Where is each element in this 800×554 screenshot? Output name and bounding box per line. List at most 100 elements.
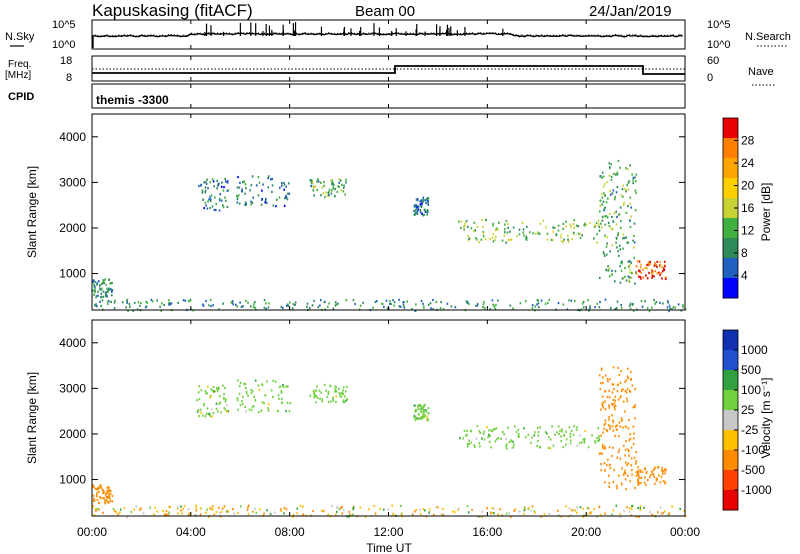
echo-cell <box>285 385 287 388</box>
echo-cell <box>655 477 658 480</box>
echo-cell <box>661 511 663 514</box>
echo-cell <box>618 474 620 477</box>
echo-cell <box>606 236 608 239</box>
echo-cell <box>289 301 291 304</box>
echo-cell <box>235 303 237 306</box>
echo-cell <box>421 407 424 410</box>
echo-cell <box>458 507 460 510</box>
echo-cell <box>422 196 425 199</box>
echo-cell <box>442 507 444 511</box>
echo-cell <box>236 195 239 198</box>
colorbar-swatch <box>723 178 738 199</box>
echo-cell <box>94 508 97 511</box>
echo-cell <box>100 295 103 298</box>
echo-cell <box>625 211 628 214</box>
freq-right-tick-bottom: 0 <box>707 72 713 84</box>
echo-cell <box>491 236 494 239</box>
echo-cell <box>630 215 632 218</box>
echo-cell <box>283 183 286 186</box>
echo-cell <box>495 438 498 441</box>
echo-cell <box>207 200 209 203</box>
colorbar-swatch <box>723 218 738 239</box>
freq-left-label-1: Freq. <box>8 59 31 70</box>
echo-cell <box>494 238 496 241</box>
echo-cell <box>619 226 622 229</box>
echo-cell <box>188 508 190 511</box>
echo-cell <box>491 299 494 302</box>
echo-cell <box>629 268 631 271</box>
echo-cell <box>626 400 629 403</box>
echo-cell <box>349 514 352 517</box>
echo-cell <box>605 201 608 204</box>
echo-cell <box>421 202 423 205</box>
echo-cell <box>103 497 105 500</box>
echo-cell <box>98 508 100 511</box>
echo-cell <box>647 479 649 482</box>
echo-cell <box>111 500 114 503</box>
echo-cell <box>137 301 140 304</box>
echo-cell <box>633 405 636 409</box>
echo-cell <box>245 410 248 413</box>
echo-cell <box>517 428 520 431</box>
echo-cell <box>419 417 421 420</box>
echo-cell <box>271 177 273 180</box>
echo-cell <box>184 299 187 302</box>
echo-cell <box>647 263 649 267</box>
echo-cell <box>604 374 607 377</box>
echo-cell <box>537 439 539 443</box>
x-tick-label: 08:00 <box>275 525 305 539</box>
echo-cell <box>619 396 622 399</box>
echo-cell <box>638 474 640 478</box>
echo-cell <box>586 513 588 516</box>
echo-cell <box>286 401 289 404</box>
echo-cell <box>247 301 249 304</box>
echo-cell <box>263 512 265 515</box>
echo-cell <box>566 308 569 311</box>
echo-cell <box>613 172 615 175</box>
echo-cell <box>683 510 685 513</box>
echo-cell <box>532 232 534 235</box>
echo-cell <box>631 469 633 472</box>
echo-cell <box>667 301 670 304</box>
echo-cell <box>417 208 420 211</box>
echo-cell <box>573 425 575 428</box>
echo-cell <box>128 303 131 306</box>
echo-cell <box>611 244 614 247</box>
echo-cell <box>612 383 615 386</box>
echo-cell <box>362 301 364 304</box>
echo-cell <box>607 269 610 272</box>
echo-cell <box>97 280 100 283</box>
echo-cell <box>613 468 615 472</box>
echo-cell <box>513 509 515 512</box>
echo-cell <box>216 387 218 391</box>
echo-cell <box>606 242 608 245</box>
echo-cell <box>429 302 432 305</box>
echo-cell <box>637 481 639 484</box>
echo-cell <box>420 205 423 208</box>
echo-cell <box>494 229 497 232</box>
echo-cell <box>422 406 424 409</box>
echo-cell <box>311 182 313 185</box>
echo-cell <box>319 397 321 400</box>
echo-cell <box>368 508 370 511</box>
echo-cell <box>603 192 605 195</box>
echo-cell <box>506 443 508 446</box>
echo-cell <box>103 281 105 285</box>
echo-cell <box>507 238 510 242</box>
echo-cell <box>598 435 600 438</box>
echo-cell <box>252 510 254 513</box>
echo-cell <box>418 413 420 416</box>
echo-cell <box>632 176 635 179</box>
echo-cell <box>312 189 315 192</box>
echo-cell <box>112 508 115 511</box>
echo-cell <box>470 441 472 444</box>
echo-cell <box>511 446 513 449</box>
echo-cell <box>635 271 637 274</box>
echo-cell <box>646 306 649 310</box>
echo-cell <box>127 309 129 312</box>
echo-cell <box>622 400 625 403</box>
echo-cell <box>250 200 252 203</box>
echo-cell <box>247 394 249 397</box>
echo-cell <box>443 513 445 516</box>
echo-cell <box>254 507 256 510</box>
